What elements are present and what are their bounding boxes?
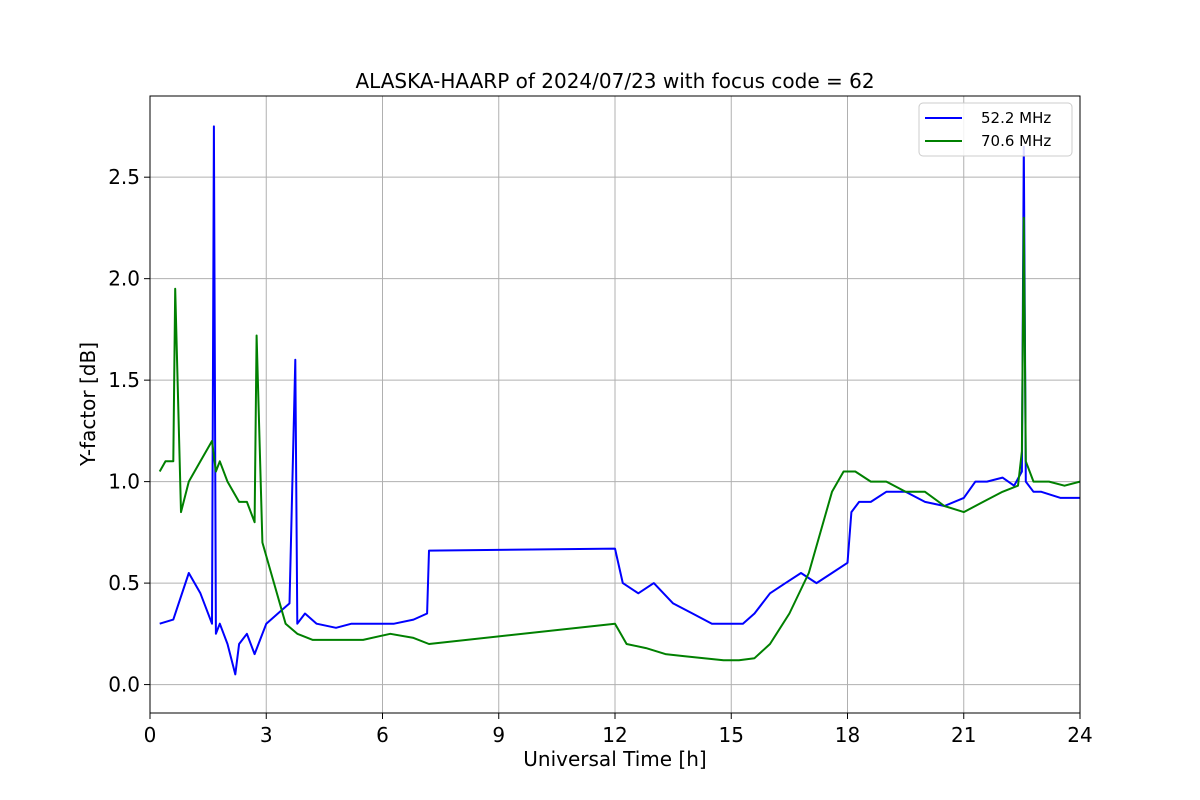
x-tick-label: 9 <box>492 723 505 747</box>
x-axis-ticks: 0 3 6 9 12 15 18 21 24 <box>144 713 1093 747</box>
legend-box <box>918 102 1073 157</box>
y-axis-label: Y-factor [dB] <box>76 342 100 467</box>
y-tick-label: 1.5 <box>108 368 140 392</box>
x-tick-label: 6 <box>376 723 389 747</box>
y-axis-ticks: 0.0 0.5 1.0 1.5 2.0 2.5 <box>108 165 150 697</box>
series-line-52-2-mhz <box>159 125 1080 676</box>
legend: 52.2 MHz 70.6 MHz <box>918 102 1073 157</box>
x-tick-label: 15 <box>719 723 744 747</box>
y-tick-label: 0.0 <box>108 673 140 697</box>
x-axis-label: Universal Time [h] <box>523 747 706 771</box>
x-tick-label: 0 <box>144 723 157 747</box>
x-tick-label: 3 <box>260 723 273 747</box>
series-line-70-6-mhz <box>158 216 1081 662</box>
series-layer <box>158 125 1081 676</box>
chart-title: ALASKA-HAARP of 2024/07/23 with focus co… <box>355 69 874 93</box>
x-tick-label: 21 <box>951 723 976 747</box>
y-tick-label: 2.5 <box>108 165 140 189</box>
x-tick-label: 18 <box>835 723 860 747</box>
y-tick-label: 0.5 <box>108 571 140 595</box>
legend-label-70-6-mhz: 70.6 MHz <box>981 132 1051 150</box>
y-tick-label: 1.0 <box>108 470 140 494</box>
x-tick-label: 24 <box>1067 723 1092 747</box>
legend-label-52-2-mhz: 52.2 MHz <box>981 109 1051 127</box>
y-tick-label: 2.0 <box>108 267 140 291</box>
x-tick-label: 12 <box>602 723 627 747</box>
